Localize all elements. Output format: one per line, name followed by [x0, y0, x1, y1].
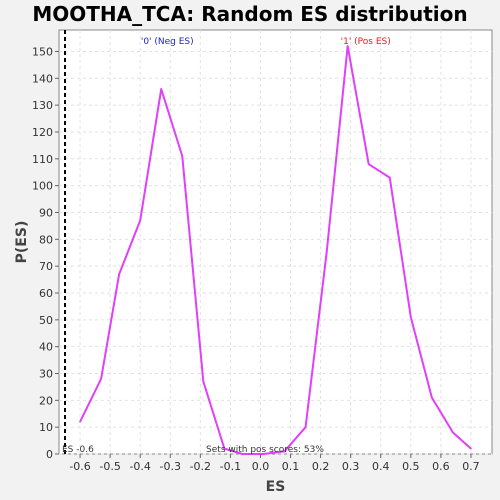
y-tick-label: 50	[39, 314, 53, 327]
data-point	[325, 251, 328, 254]
x-tick-label: 0.1	[282, 460, 300, 473]
y-tick-label: 30	[39, 367, 53, 380]
data-point	[367, 163, 370, 165]
es-distribution-line	[79, 45, 472, 455]
data-point	[100, 378, 102, 380]
x-tick-label: 0.3	[342, 460, 360, 473]
y-tick-label: 80	[39, 233, 53, 246]
x-tick-label: -0.5	[99, 460, 120, 473]
y-tick-label: 20	[39, 394, 53, 407]
data-point	[262, 453, 265, 455]
data-point	[118, 273, 120, 276]
data-point	[79, 420, 81, 423]
data-point	[202, 380, 205, 383]
data-point	[388, 176, 391, 179]
data-point	[160, 88, 163, 90]
neg-es-label: '0' (Neg ES)	[141, 37, 194, 47]
axes-layer: 0 10 20 30 40 50 60 70 80 90 100 110 120 130 140 150 -0.…	[32, 45, 480, 473]
y-tick-label: 150	[32, 45, 53, 58]
x-tick-label: 0.6	[432, 460, 450, 473]
data-point	[223, 447, 226, 450]
series-layer	[79, 45, 472, 455]
pos-scores-footer: Sets with pos scores: 53%	[206, 445, 324, 455]
y-tick-label: 90	[39, 206, 53, 219]
data-point	[410, 316, 412, 318]
y-tick-label: 110	[32, 153, 53, 166]
x-tick-label: -0.6	[69, 460, 90, 473]
data-point	[283, 450, 286, 453]
x-tick-label: -0.2	[190, 460, 211, 473]
y-tick-label: 0	[46, 448, 53, 461]
y-tick-label: 70	[39, 260, 53, 273]
x-tick-label: 0.4	[372, 460, 390, 473]
x-tick-label: 0.7	[462, 460, 480, 473]
y-axis-title: P(ES)	[14, 221, 30, 264]
data-point	[431, 396, 433, 399]
x-tick-label: -0.3	[160, 460, 181, 473]
x-axis-title: ES	[266, 479, 286, 495]
chart-title: MOOTHA_TCA: Random ES distribution	[32, 2, 468, 26]
es-marker-label: ES -0.6	[62, 445, 94, 455]
data-point	[346, 45, 349, 47]
y-tick-label: 10	[39, 421, 53, 434]
x-tick-label: -0.1	[220, 460, 241, 473]
data-point	[470, 447, 472, 450]
grid-layer	[59, 30, 492, 455]
x-tick-label: 0.5	[402, 460, 420, 473]
plot-area	[58, 29, 493, 455]
y-tick-label: 100	[32, 180, 53, 193]
pos-es-label: '1' (Pos ES)	[341, 37, 391, 47]
data-point	[139, 219, 141, 222]
y-tick-label: 140	[32, 72, 53, 85]
data-point	[452, 431, 454, 434]
y-tick-label: 60	[39, 287, 53, 300]
y-tick-label: 120	[32, 126, 53, 139]
annotation-layer: ES -0.6 '0' (Neg ES) '1' (Pos ES) Sets w…	[62, 30, 391, 455]
y-tick-label: 40	[39, 341, 53, 354]
x-tick-label: 0.2	[312, 460, 330, 473]
data-point	[181, 155, 184, 157]
data-point	[304, 426, 307, 428]
x-tick-label: -0.4	[129, 460, 150, 473]
data-point	[241, 453, 244, 455]
x-tick-label: 0.0	[252, 460, 270, 473]
y-tick-label: 130	[32, 99, 53, 112]
